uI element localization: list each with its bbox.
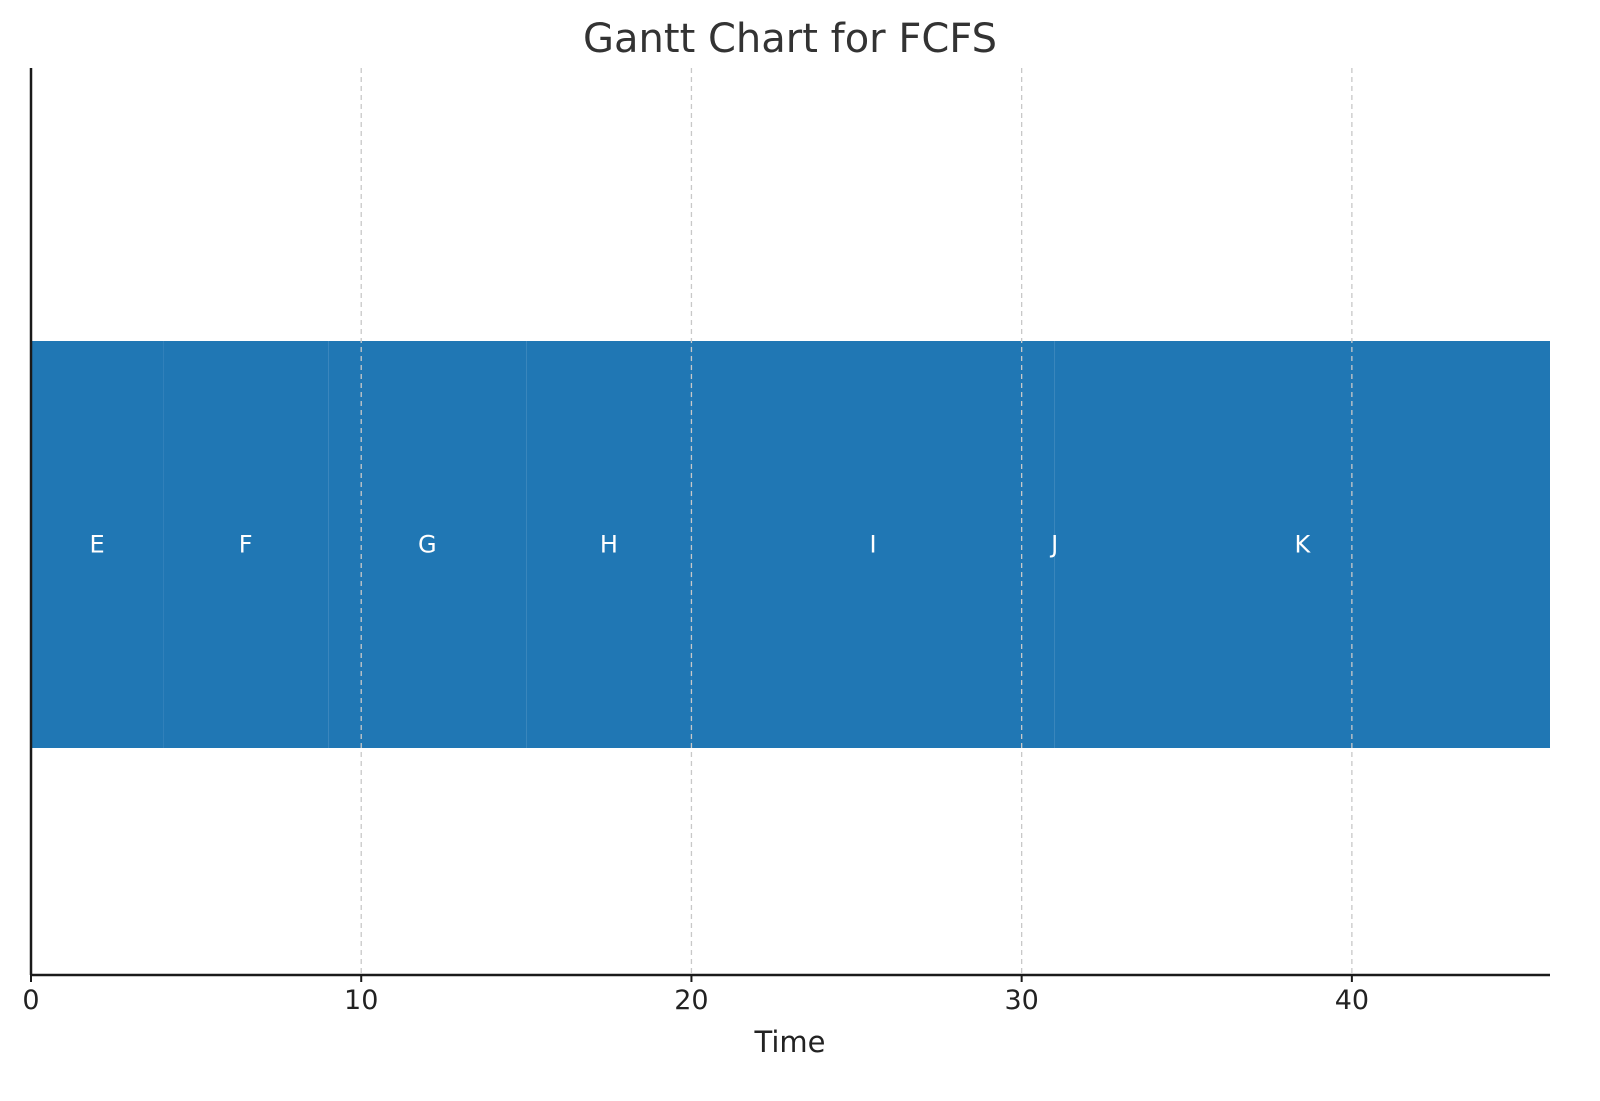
task-label-h: H	[600, 531, 618, 559]
grid-layer	[360, 68, 1353, 975]
chart-title: Gantt Chart for FCFS	[583, 16, 997, 62]
task-bar-h	[526, 341, 692, 748]
x-tick-label-10: 10	[344, 985, 378, 1016]
x-tick-label-30: 30	[1004, 985, 1038, 1016]
task-label-e: E	[89, 531, 104, 559]
task-label-j: J	[1049, 531, 1058, 559]
task-bar-f	[163, 341, 329, 748]
x-ticks-layer: 0 10 20 30 40	[22, 975, 1369, 1016]
task-label-k: K	[1294, 531, 1311, 559]
task-label-f: F	[239, 531, 253, 559]
x-axis-label: Time	[754, 1025, 826, 1059]
bars-layer	[31, 341, 1550, 748]
task-label-i: I	[870, 531, 877, 559]
task-bar-i	[691, 341, 1055, 748]
task-bar-k	[1054, 341, 1550, 748]
x-tick-label-0: 0	[22, 985, 39, 1016]
task-bar-e	[31, 341, 164, 748]
task-label-g: G	[418, 531, 437, 559]
x-tick-label-40: 40	[1335, 985, 1369, 1016]
task-labels-layer: E F G H I J K	[89, 531, 1311, 559]
x-tick-label-20: 20	[674, 985, 708, 1016]
